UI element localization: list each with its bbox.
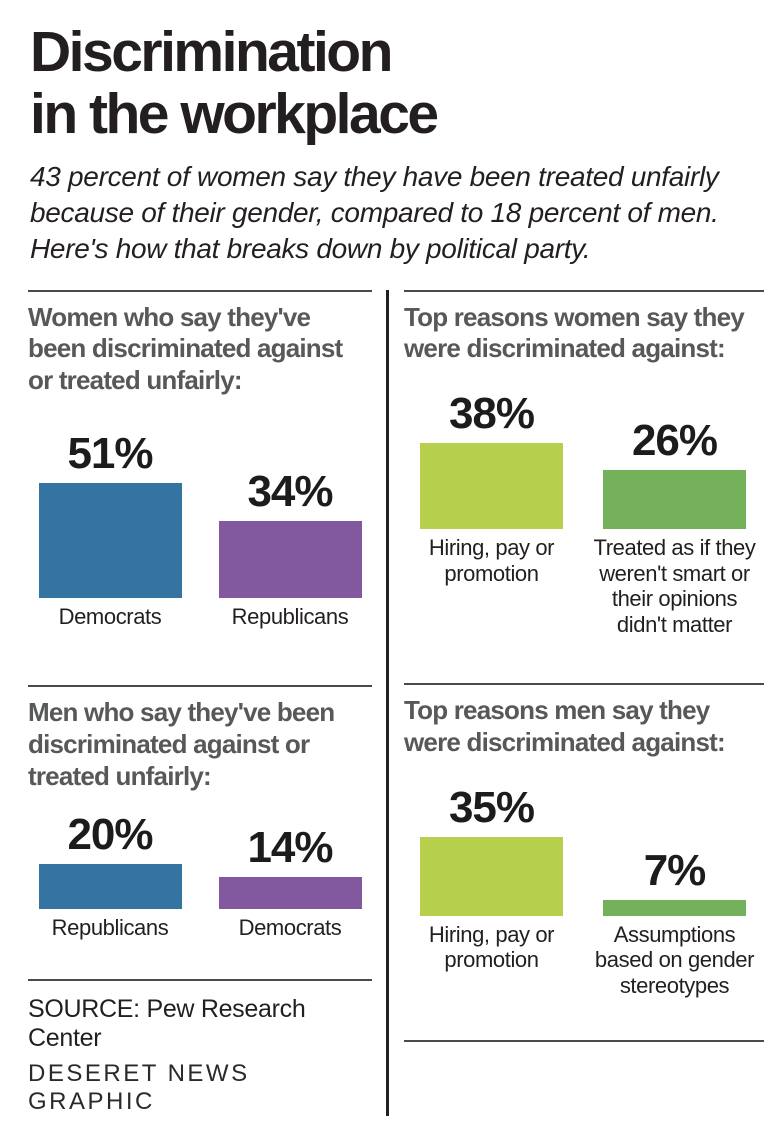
bar-group: 38% Hiring, pay or promotion <box>408 385 575 637</box>
bar-group: 14% Democrats <box>208 806 372 941</box>
divider-rule <box>404 1040 764 1043</box>
bar-category-label: Assumptions based on gender stereotypes <box>594 921 755 998</box>
credit-text: DESERET NEWS GRAPHIC <box>28 1059 250 1115</box>
bar-value-label: 7% <box>643 845 707 895</box>
bar-value-label: 35% <box>448 782 535 832</box>
bar-plot: 51% <box>38 425 182 598</box>
bar-chart-men-discriminated: 20% Republicans 14% Democrats <box>28 806 372 941</box>
bar-plot: 35% <box>420 779 563 916</box>
bar-category-label: Hiring, pay or promotion <box>428 535 555 586</box>
bar-chart-reasons-men: 35% Hiring, pay or promotion 7% Assumptions… <box>404 779 764 999</box>
bar-category-label: Democrats <box>238 915 342 941</box>
bar-category-label: Treated as if they weren't smart or thei… <box>593 535 756 637</box>
infographic: Discrimination in the workplace 43 perce… <box>28 20 768 1116</box>
bar <box>603 899 746 916</box>
divider-rule <box>28 978 372 981</box>
bar-value-label: 51% <box>67 428 153 478</box>
bar <box>218 520 362 598</box>
bar <box>218 877 362 910</box>
bar-plot: 38% <box>420 385 563 530</box>
divider-rule <box>404 289 764 292</box>
divider-rule <box>28 289 372 292</box>
panel-heading-women-discriminated: Women who say they've been discriminated… <box>28 301 343 396</box>
panel-heading-reasons-men: Top reasons men say they were discrimina… <box>404 695 726 757</box>
panel-heading-reasons-women: Top reasons women say they were discrimi… <box>404 301 745 364</box>
bar-value-label: 26% <box>631 416 718 466</box>
bar <box>603 470 746 530</box>
bar-group: 34% Republicans <box>208 425 372 630</box>
bar-value-label: 14% <box>247 823 333 873</box>
bar-chart-reasons-women: 38% Hiring, pay or promotion 26% Treated as… <box>404 385 764 637</box>
bar <box>420 836 563 916</box>
page-title-line-1: Discrimination <box>30 20 393 84</box>
bar-plot: 26% <box>603 385 746 530</box>
bar <box>38 864 182 910</box>
right-column: Top reasons women say they were discrimi… <box>404 289 764 1116</box>
chart-columns: Women who say they've been discriminated… <box>28 289 768 1116</box>
bar-value-label: 20% <box>67 810 153 860</box>
source-text: SOURCE: Pew Research Center <box>28 994 306 1052</box>
bar-category-label: Republicans <box>231 603 349 629</box>
bar-plot: 7% <box>603 779 746 916</box>
bar <box>420 443 563 530</box>
bar-category-label: Hiring, pay or promotion <box>428 921 555 973</box>
bar-group: 35% Hiring, pay or promotion <box>408 779 575 999</box>
bar-value-label: 34% <box>247 466 333 516</box>
left-column: Women who say they've been discriminated… <box>28 289 372 1116</box>
divider-rule <box>28 685 372 688</box>
divider-rule <box>404 683 764 686</box>
page-title-line-2: in the workplace <box>30 81 439 146</box>
bar-group: 26% Treated as if they weren't smart or t… <box>591 385 758 637</box>
bar-plot: 34% <box>218 425 362 598</box>
bar-category-label: Democrats <box>58 603 162 629</box>
panel-heading-men-discriminated: Men who say they've been discriminated a… <box>28 697 335 791</box>
bar-plot: 20% <box>38 806 182 910</box>
bar-chart-women-discriminated: 51% Democrats 34% Republicans <box>28 425 372 630</box>
bar-group: 20% Republicans <box>28 806 192 941</box>
bar-plot: 14% <box>218 806 362 910</box>
bar-group: 7% Assumptions based on gender stereotype… <box>591 779 758 999</box>
column-divider <box>386 289 389 1116</box>
bar-category-label: Republicans <box>51 915 169 941</box>
bar <box>38 482 182 598</box>
subtitle: 43 percent of women say they have been t… <box>30 161 719 264</box>
bar-value-label: 38% <box>448 389 535 439</box>
bar-group: 51% Democrats <box>28 425 192 630</box>
page-title: Discrimination in the workplace <box>30 20 768 146</box>
